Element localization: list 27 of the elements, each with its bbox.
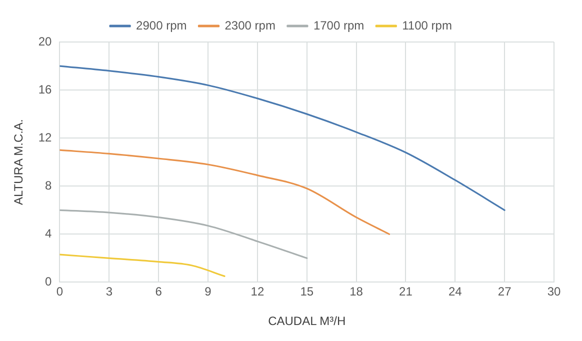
x-tick-label: 6	[155, 284, 162, 299]
x-tick-label: 12	[250, 284, 264, 299]
line-series	[60, 65, 506, 211]
y-tick-label: 12	[38, 130, 52, 144]
x-tick-label: 27	[498, 284, 512, 299]
legend-label: 2300 rpm	[224, 18, 276, 32]
x-tick-label: 15	[300, 284, 314, 299]
x-tick-label: 3	[106, 284, 113, 299]
legend-label: 1100 rpm	[402, 18, 452, 32]
line-series	[60, 254, 226, 277]
y-tick-label: 16	[38, 82, 52, 96]
x-tick-label: 24	[448, 284, 462, 299]
y-tick-label: 0	[45, 274, 52, 289]
x-axis-title: CAUDAL M³/H	[268, 314, 346, 328]
legend-label: 1700 rpm	[313, 18, 364, 32]
y-tick-label: 20	[38, 34, 52, 48]
x-tick-label: 30	[547, 284, 561, 299]
legend-label: 2900 rpm	[136, 18, 187, 32]
line-series	[60, 149, 390, 235]
x-tick-label: 18	[350, 284, 364, 299]
x-tick-label: 9	[204, 284, 212, 299]
y-tick-label: 8	[45, 178, 52, 192]
x-tick-label: 21	[399, 284, 413, 299]
y-tick-label: 4	[45, 226, 52, 240]
y-axis-title: ALTURA M.C.A.	[12, 119, 26, 205]
line-series	[60, 209, 308, 259]
x-tick-label: 0	[56, 284, 64, 299]
